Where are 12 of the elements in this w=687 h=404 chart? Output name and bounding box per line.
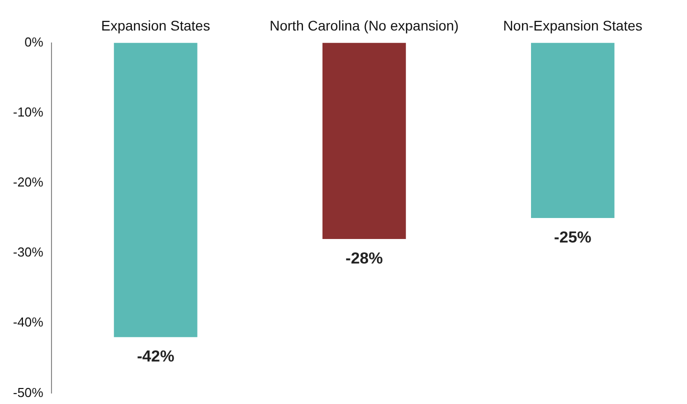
y-tick-label: -30%: [12, 244, 44, 260]
x-tick-label: Expansion States: [101, 17, 210, 34]
y-tick-label: -10%: [12, 104, 44, 120]
x-tick-label: Non-Expansion States: [503, 17, 642, 34]
y-tick-label: -20%: [12, 174, 44, 190]
x-tick-label: North Carolina (No expansion): [270, 17, 459, 34]
data-label: -42%: [136, 348, 174, 366]
y-tick-label: -40%: [12, 314, 44, 330]
data-label: -28%: [345, 250, 383, 268]
data-label: -25%: [554, 229, 592, 246]
y-tick-label: 0%: [24, 34, 44, 50]
y-tick-label: -50%: [12, 384, 44, 400]
